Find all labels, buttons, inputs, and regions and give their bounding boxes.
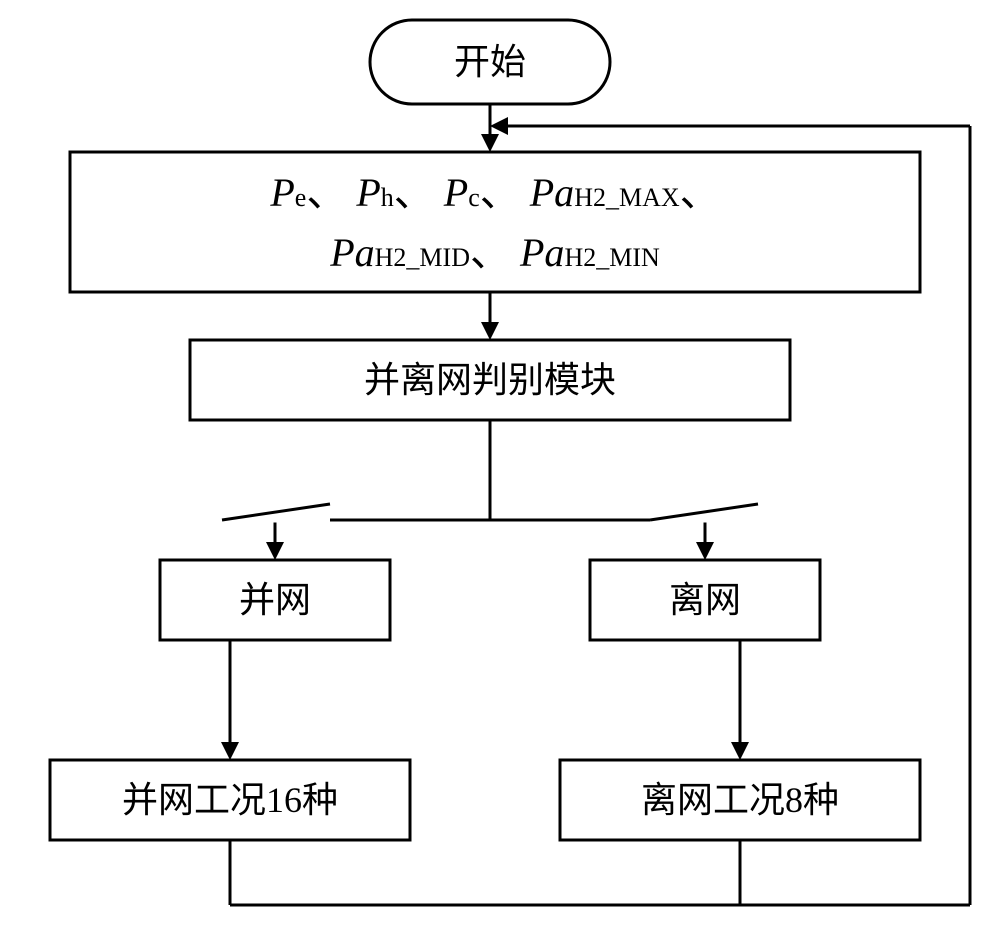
grid-label: 并网 (239, 580, 311, 620)
arrowhead (696, 542, 714, 560)
decide-label: 并离网判别模块 (364, 360, 616, 400)
arrowhead (490, 117, 508, 135)
grid16-label: 并网工况16种 (122, 780, 338, 820)
offgrid-label: 离网 (669, 580, 741, 620)
offgrid8-label: 离网工况8种 (641, 780, 839, 820)
arrowhead (266, 542, 284, 560)
flowchart-canvas: 开始并离网判别模块并网 离网并网工况16种 离网工况8种 Pe、 Ph、 Pc、 Pa… (0, 0, 1000, 938)
arrowhead (221, 742, 239, 760)
params-line-1: PaH2_MID、 PaH2_MIN (329, 230, 660, 275)
arrowhead (481, 134, 499, 152)
params-line-0: Pe、 Ph、 Pc、 PaH2_MAX、 (269, 170, 719, 215)
start-label: 开始 (454, 42, 526, 82)
arrowhead (731, 742, 749, 760)
arrowhead (481, 322, 499, 340)
